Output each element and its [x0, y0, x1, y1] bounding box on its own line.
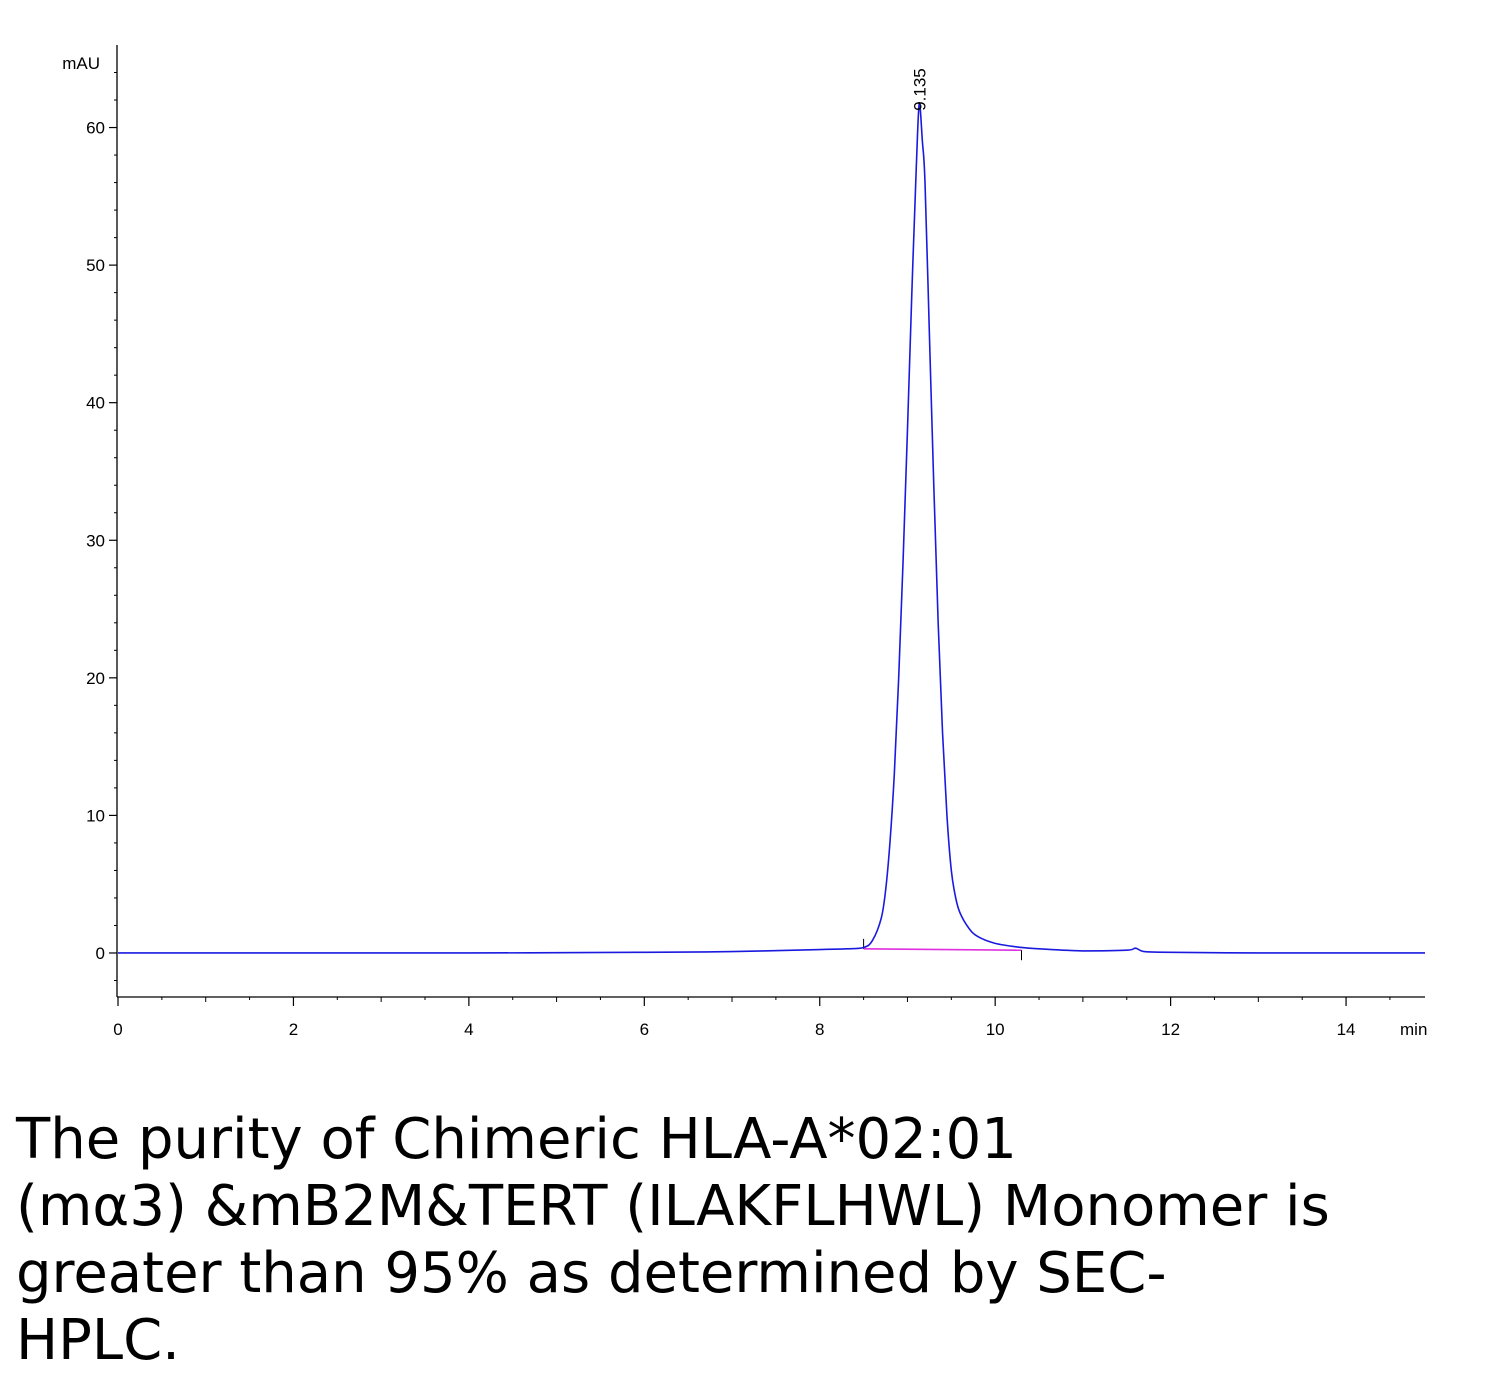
x-axis: 0 2 4 6 8 10 12 14	[113, 996, 1425, 1039]
caption-line: (mα3) &mB2M&TERT (ILAKFLHWL) Monomer is	[16, 1174, 1330, 1239]
x-axis-label: min	[1400, 1020, 1427, 1039]
chromatogram-chart: 0 10 20 30 40 50 60 0 2 4 6 8 10 12 14 9.135 mAU min	[62, 45, 1427, 1039]
y-tick-label: 30	[86, 531, 105, 550]
integration-baseline	[863, 948, 1022, 952]
caption-line: The purity of Chimeric HLA-A*02:01	[16, 1107, 1017, 1172]
caption-line: HPLC.	[16, 1308, 180, 1373]
y-tick-label: 60	[86, 119, 105, 138]
x-tick-label: 10	[986, 1020, 1005, 1039]
x-tick-label: 0	[113, 1020, 122, 1039]
y-axis: 0 10 20 30 40 50 60	[86, 45, 118, 997]
y-tick-label: 40	[86, 394, 105, 413]
y-tick-label: 10	[86, 806, 105, 825]
y-tick-label: 0	[96, 944, 105, 963]
x-tick-label: 14	[1337, 1020, 1356, 1039]
y-axis-label: mAU	[62, 54, 100, 73]
figure-caption: The purity of Chimeric HLA-A*02:01 (mα3)…	[16, 1106, 1476, 1374]
x-tick-label: 12	[1161, 1020, 1180, 1039]
x-tick-label: 6	[640, 1020, 649, 1039]
peak-label: 9.135	[910, 68, 929, 111]
x-tick-label: 4	[464, 1020, 473, 1039]
x-tick-label: 2	[289, 1020, 298, 1039]
x-tick-label: 8	[815, 1020, 824, 1039]
caption-line: greater than 95% as determined by SEC-	[16, 1241, 1167, 1306]
y-tick-label: 20	[86, 669, 105, 688]
y-tick-label: 50	[86, 256, 105, 275]
signal-trace	[117, 101, 1425, 954]
plot-area: 9.135	[117, 68, 1425, 961]
